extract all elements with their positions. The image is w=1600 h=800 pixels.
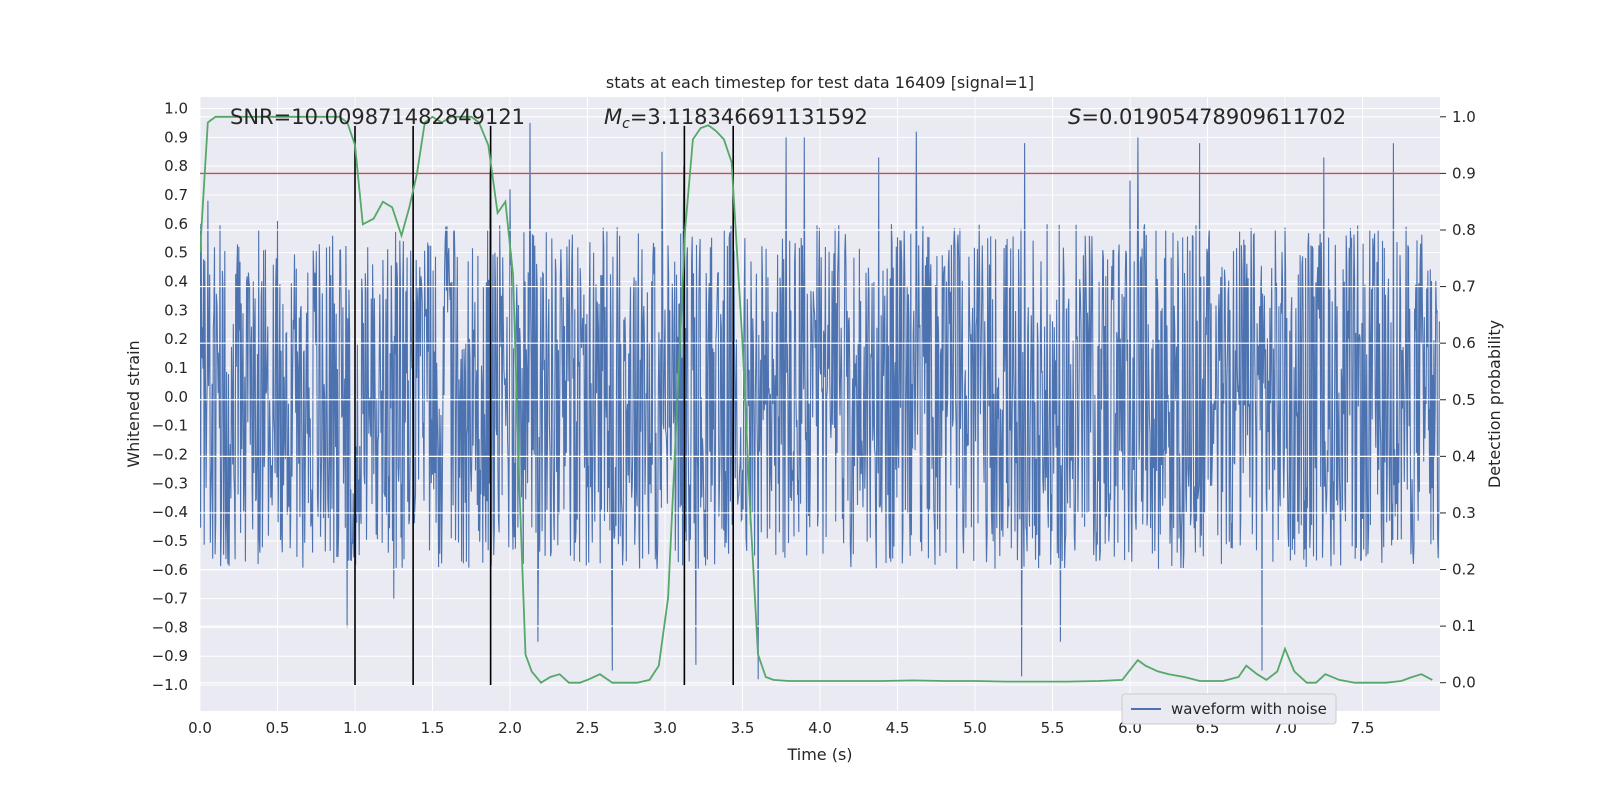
- y-tick-label-right: 0.5: [1452, 391, 1476, 409]
- y-tick-label-right: 0.2: [1452, 561, 1476, 579]
- y-tick-label-right: 0.3: [1452, 504, 1476, 522]
- y-tick-label-right: 0.4: [1452, 447, 1476, 465]
- y-tick-label-left: 0.7: [164, 186, 188, 204]
- x-tick-label: 1.5: [421, 719, 445, 737]
- waveform-line: [200, 122, 1440, 680]
- x-tick-label: 7.5: [1351, 719, 1375, 737]
- y-tick-label-left: 0.9: [164, 128, 188, 146]
- x-tick-label: 5.0: [963, 719, 987, 737]
- probability-line: [200, 115, 1433, 684]
- y-tick-label-left: −0.7: [152, 590, 188, 608]
- y-tick-label-right: 0.7: [1452, 278, 1476, 296]
- y-tick-label-right: 0.8: [1452, 221, 1476, 239]
- x-ticks: 0.0 0.5 1.0 1.5 2.0 2.5 3.0 3.5 4.0 4.5 5.0 5.5 6.0 6…: [188, 719, 1374, 737]
- legend-box: [1121, 693, 1337, 725]
- snr-annotation: SNR=10.009871482849121: [230, 105, 525, 129]
- y-tick-label-left: 0.2: [164, 330, 188, 348]
- x-tick-label: 4.5: [886, 719, 910, 737]
- y-tick-label-right: 0.0: [1452, 674, 1476, 692]
- y-ticks-right: 1.0 0.9 0.8 0.7 0.6 0.5 0.4 0.3 0.2 0.1 0.0: [1440, 108, 1476, 692]
- x-tick-label: 4.0: [808, 719, 832, 737]
- y-axis-label-left: Whitened strain: [124, 340, 143, 467]
- s-value: =0.01905478909611702: [1081, 105, 1346, 129]
- waveform-series: [200, 122, 1440, 680]
- mc-annotation: Mc=3.118346691131592: [604, 105, 868, 132]
- y-tick-label-left: −0.1: [152, 417, 188, 435]
- x-tick-label: 2.0: [498, 719, 522, 737]
- x-tick-label: 5.5: [1041, 719, 1065, 737]
- y-tick-label-left: −0.9: [152, 647, 188, 665]
- y-tick-label-left: −0.2: [152, 445, 188, 463]
- x-axis-label: Time (s): [786, 745, 852, 764]
- y-tick-label-left: 1.0: [164, 100, 188, 118]
- y-tick-label-left: 0.8: [164, 157, 188, 175]
- plot-area: [200, 115, 1440, 686]
- x-tick-label: 2.5: [576, 719, 600, 737]
- y-tick-label-left: −0.8: [152, 618, 188, 636]
- y-tick-label-right: 1.0: [1452, 108, 1476, 126]
- x-tick-label: 0.5: [266, 719, 290, 737]
- y-tick-label-left: −0.5: [152, 532, 188, 550]
- x-tick-label: 0.0: [188, 719, 212, 737]
- chart-title: stats at each timestep for test data 164…: [606, 73, 1034, 92]
- y-tick-label-left: 0.4: [164, 272, 188, 290]
- y-tick-label-right: 0.6: [1452, 334, 1476, 352]
- right-grid: [200, 116, 1440, 684]
- y-tick-label-right: 0.9: [1452, 164, 1476, 182]
- s-annotation: S=0.01905478909611702: [1068, 105, 1346, 129]
- x-tick-label: 3.5: [731, 719, 755, 737]
- y-ticks-left: 1.0 0.9 0.8 0.7 0.6 0.5 0.4 0.3 0.2 0.1 0.0 −0.1 −0.…: [152, 100, 188, 695]
- y-tick-label-left: 0.5: [164, 244, 188, 262]
- y-axis-label-right: Detection probability: [1485, 320, 1504, 488]
- y-tick-label-left: −0.6: [152, 561, 188, 579]
- x-tick-label: 3.0: [653, 719, 677, 737]
- legend: waveform with noise: [1121, 693, 1337, 725]
- y-tick-label-left: 0.6: [164, 215, 188, 233]
- x-tick-label: 1.0: [343, 719, 367, 737]
- y-tick-label-left: −1.0: [152, 676, 188, 694]
- y-tick-label-left: −0.3: [152, 474, 188, 492]
- y-tick-label-right: 0.1: [1452, 617, 1476, 635]
- s-symbol: S: [1068, 105, 1081, 129]
- probability-series: [200, 115, 1433, 684]
- y-tick-label-left: 0.3: [164, 301, 188, 319]
- vertical-markers: [354, 125, 735, 686]
- mc-value: =3.118346691131592: [630, 105, 868, 129]
- legend-label: waveform with noise: [1171, 700, 1327, 718]
- mc-symbol: M: [604, 105, 622, 129]
- y-tick-label-left: 0.1: [164, 359, 188, 377]
- mc-subscript: c: [622, 116, 630, 132]
- y-tick-label-left: 0.0: [164, 388, 188, 406]
- y-tick-label-left: −0.4: [152, 503, 188, 521]
